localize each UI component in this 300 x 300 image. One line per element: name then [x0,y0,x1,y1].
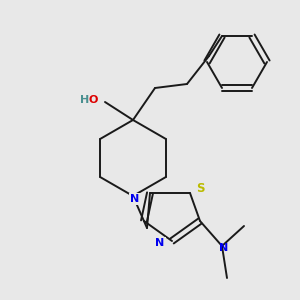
Text: N: N [155,238,165,248]
Text: N: N [219,243,229,253]
Text: N: N [130,194,140,204]
Text: H: H [80,95,90,105]
Text: S: S [196,182,204,194]
Text: O: O [88,95,98,105]
